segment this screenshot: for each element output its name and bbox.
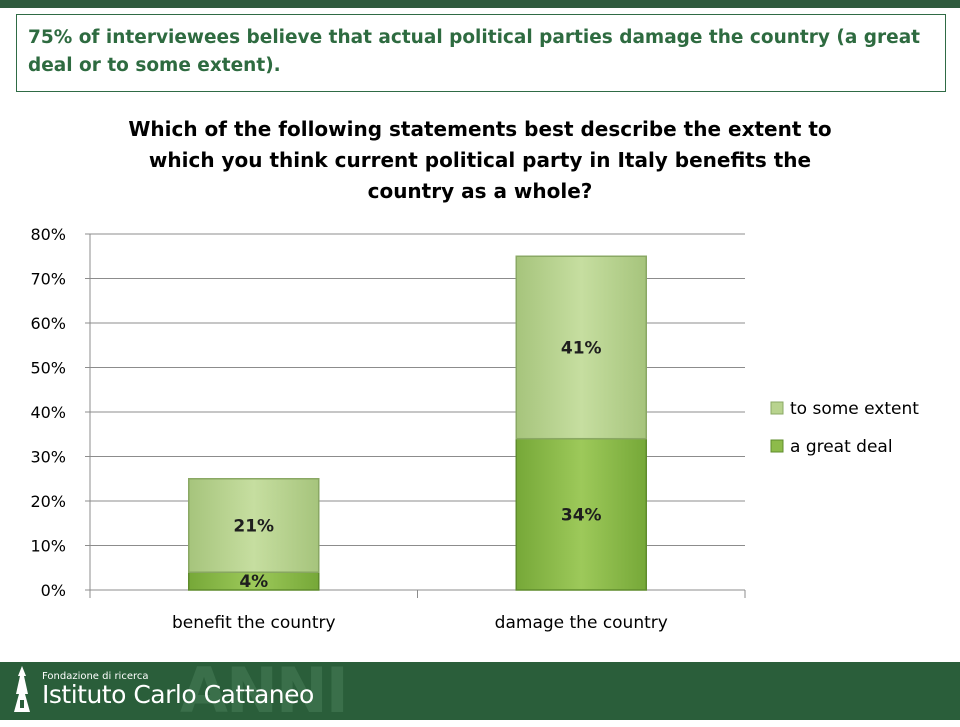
tower-logo-icon [14,666,30,712]
legend-swatch [770,401,784,415]
y-tick-label: 30% [30,448,66,467]
headline-box: 75% of interviewees believe that actual … [16,14,946,92]
axes: 0% 10% 20% 30% 40% 50% 60% 70% 80% benefit the co… [30,225,746,633]
y-tick-label: 20% [30,492,66,511]
footer-watermark: ANNI [180,654,349,727]
chart-title: Which of the following statements best d… [128,117,832,203]
y-tick-label: 50% [30,359,66,378]
y-tick-label: 70% [30,270,66,289]
headline-text: 75% of interviewees believe that actual … [28,27,921,76]
data-labels: 4% 21% 34% 41% [233,338,601,592]
y-tick-label: 60% [30,314,66,333]
data-label: 4% [239,572,268,592]
legend-label: to some extent [790,399,919,419]
bar-to-some-extent-1 [515,255,647,440]
x-tick-label: damage the country [495,613,668,633]
legend: to some extent a great deal [770,399,919,457]
y-tick-label: 40% [30,403,66,422]
data-label: 41% [561,338,602,358]
legend-label: a great deal [790,437,893,457]
y-tick-label: 80% [30,225,66,244]
data-label: 34% [561,505,602,525]
org-subtitle: Fondazione di ricerca [42,671,149,682]
data-label: 21% [233,516,274,536]
org-name: Istituto Carlo Cattaneo [42,680,314,709]
top-accent-bar [0,0,960,8]
footer-band [0,662,960,720]
y-tick-label: 10% [30,537,66,556]
y-tick-label: 0% [41,581,66,600]
x-tick-label: benefit the country [172,613,336,633]
bar-to-some-extent-0 [188,478,320,573]
bars [188,255,647,591]
legend-swatch [770,439,784,453]
bar-a-great-deal-1 [515,437,647,591]
